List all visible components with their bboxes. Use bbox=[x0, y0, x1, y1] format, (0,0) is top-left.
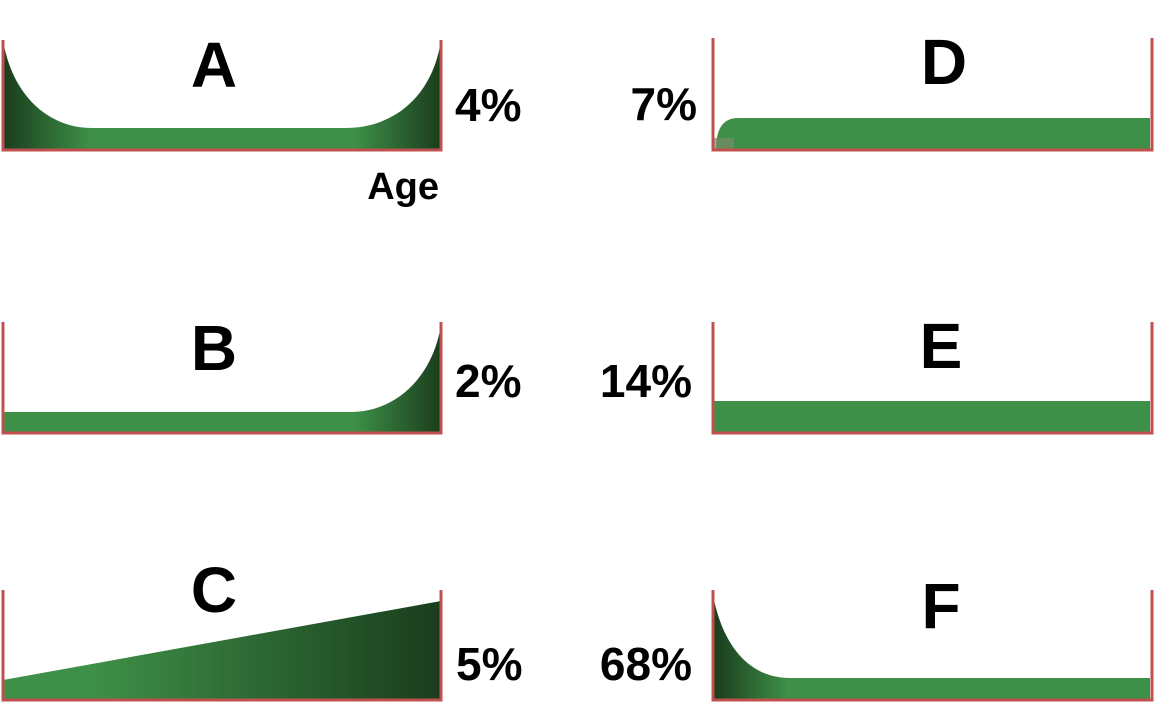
panel-b-curve bbox=[3, 325, 441, 433]
panel-d-letter: D bbox=[921, 26, 967, 98]
panel-c-letter: C bbox=[191, 554, 237, 626]
age-axis-label: Age bbox=[367, 166, 439, 208]
panel-e-frame bbox=[711, 322, 1154, 435]
panel-f-curve bbox=[714, 600, 1150, 700]
panel-c-frame bbox=[1, 590, 443, 702]
panel-e-letter: E bbox=[920, 310, 963, 382]
panel-f-letter: F bbox=[921, 570, 960, 642]
panel-a-curve bbox=[3, 40, 441, 150]
panel-e-curve bbox=[714, 401, 1150, 433]
panel-e-percent: 14% bbox=[600, 355, 692, 407]
panel-a-letter: A bbox=[191, 29, 237, 101]
panel-d-curve bbox=[716, 118, 1150, 150]
panel-a-frame bbox=[1, 40, 443, 152]
panel-c-curve bbox=[3, 601, 441, 700]
panel-a-percent: 4% bbox=[455, 79, 521, 131]
panel-f-percent: 68% bbox=[600, 638, 692, 690]
panel-b-frame bbox=[1, 322, 443, 435]
panel-c: C 5% bbox=[1, 554, 522, 702]
panel-b-letter: B bbox=[191, 312, 237, 384]
panel-d-frame bbox=[711, 38, 1154, 152]
panel-b-percent: 2% bbox=[455, 355, 521, 407]
panel-c-percent: 5% bbox=[456, 638, 522, 690]
panel-a: A 4% Age bbox=[1, 29, 521, 208]
panel-b: B 2% bbox=[1, 312, 521, 435]
panel-d-percent: 7% bbox=[631, 78, 697, 130]
panel-d-start-shade bbox=[714, 138, 734, 150]
panel-e: E 14% bbox=[600, 310, 1154, 435]
panel-f-frame bbox=[711, 590, 1154, 702]
panel-f: F 68% bbox=[600, 570, 1154, 702]
panel-d: D 7% bbox=[631, 26, 1154, 152]
